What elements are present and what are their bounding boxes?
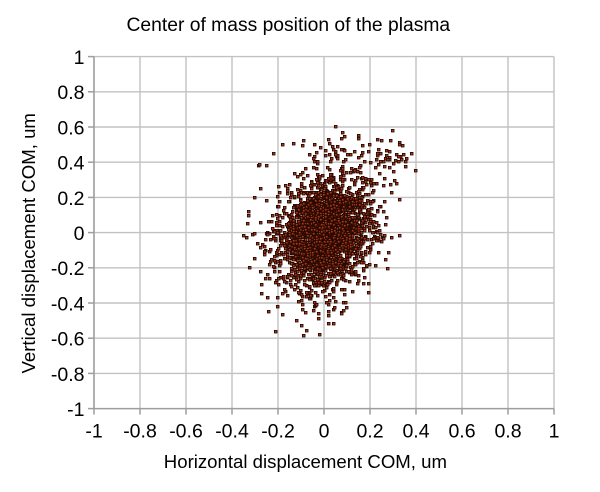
svg-text:0: 0: [74, 223, 85, 245]
svg-text:0.4: 0.4: [402, 421, 429, 443]
svg-text:-0.8: -0.8: [123, 421, 157, 443]
svg-text:0.6: 0.6: [448, 421, 475, 443]
svg-text:Vertical displacement COM, um: Vertical displacement COM, um: [18, 113, 39, 373]
svg-text:1: 1: [74, 47, 85, 69]
svg-text:0.8: 0.8: [57, 82, 84, 104]
svg-text:-0.2: -0.2: [261, 421, 295, 443]
svg-text:-0.4: -0.4: [51, 293, 85, 315]
svg-text:0: 0: [319, 421, 330, 443]
svg-text:-0.6: -0.6: [169, 421, 203, 443]
svg-text:1: 1: [549, 421, 560, 443]
svg-text:Horizontal displacement COM, u: Horizontal displacement COM, um: [164, 451, 447, 472]
svg-text:0.2: 0.2: [57, 188, 84, 210]
svg-text:-0.4: -0.4: [215, 421, 249, 443]
svg-text:0.6: 0.6: [57, 117, 84, 139]
svg-text:-1: -1: [85, 421, 102, 443]
svg-text:0.8: 0.8: [494, 421, 521, 443]
svg-text:0.4: 0.4: [57, 153, 84, 175]
svg-text:Center of mass position of the: Center of mass position of the plasma: [127, 15, 451, 36]
svg-text:-1: -1: [67, 399, 84, 421]
svg-text:-0.8: -0.8: [51, 364, 85, 386]
svg-text:-0.2: -0.2: [51, 258, 85, 280]
svg-text:-0.6: -0.6: [51, 329, 85, 351]
svg-text:0.2: 0.2: [356, 421, 383, 443]
